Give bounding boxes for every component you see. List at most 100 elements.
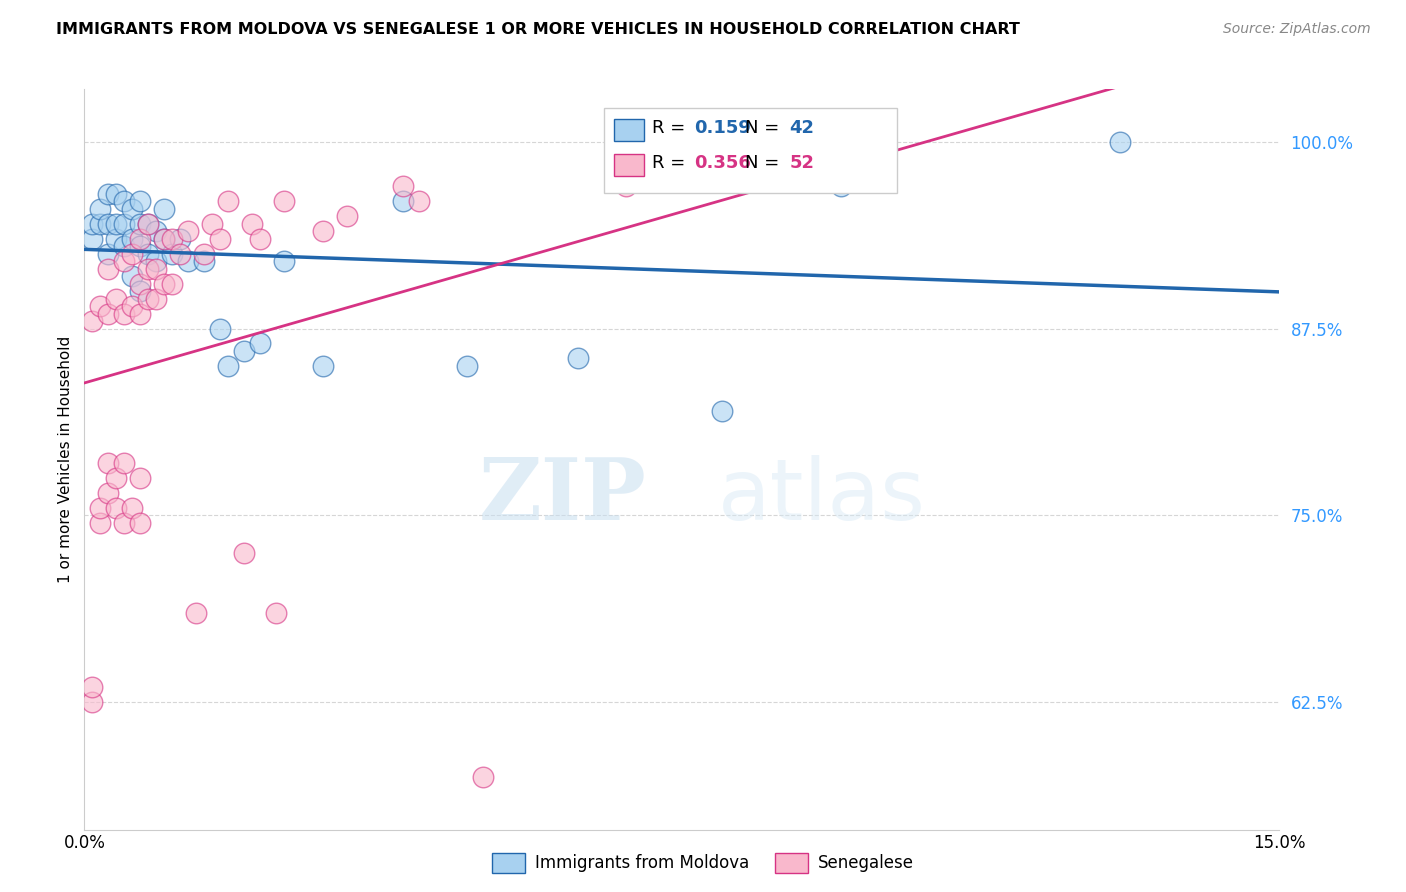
Point — [121, 232, 143, 246]
Point — [112, 254, 135, 268]
Point — [392, 194, 415, 209]
Point — [177, 254, 200, 268]
Text: atlas: atlas — [718, 455, 925, 538]
Point — [97, 456, 120, 470]
Point — [89, 500, 111, 515]
Point — [82, 681, 104, 695]
Text: 42: 42 — [790, 120, 814, 137]
Text: R =: R = — [652, 120, 690, 137]
Point — [112, 217, 135, 231]
Point — [112, 194, 135, 209]
Point — [82, 314, 104, 328]
Point — [89, 217, 111, 231]
Text: 0.356: 0.356 — [695, 154, 751, 172]
Point — [129, 217, 152, 231]
Point — [160, 232, 183, 246]
Point — [97, 486, 120, 500]
Point — [217, 194, 239, 209]
Point — [112, 516, 135, 530]
Point — [82, 217, 104, 231]
Point — [129, 471, 152, 485]
Text: IMMIGRANTS FROM MOLDOVA VS SENEGALESE 1 OR MORE VEHICLES IN HOUSEHOLD CORRELATIO: IMMIGRANTS FROM MOLDOVA VS SENEGALESE 1 … — [56, 22, 1021, 37]
Point — [153, 202, 176, 216]
Text: N =: N = — [745, 154, 785, 172]
Point — [208, 232, 231, 246]
Point — [153, 232, 176, 246]
Point — [97, 246, 120, 260]
Point — [408, 194, 430, 209]
Point — [121, 500, 143, 515]
Point — [145, 261, 167, 276]
Point — [129, 284, 152, 298]
Point — [273, 254, 295, 268]
Text: 52: 52 — [790, 154, 814, 172]
Text: N =: N = — [745, 120, 785, 137]
Point — [97, 217, 120, 231]
Point — [273, 194, 295, 209]
Point — [89, 299, 111, 313]
Point — [105, 471, 128, 485]
Text: R =: R = — [652, 154, 690, 172]
Point — [217, 359, 239, 373]
Point — [193, 254, 215, 268]
Point — [121, 202, 143, 216]
Point — [567, 351, 589, 366]
Point — [145, 254, 167, 268]
Point — [145, 224, 167, 238]
FancyBboxPatch shape — [614, 153, 644, 176]
Y-axis label: 1 or more Vehicles in Household: 1 or more Vehicles in Household — [58, 335, 73, 583]
Point — [97, 307, 120, 321]
Point — [160, 277, 183, 291]
Point — [105, 500, 128, 515]
Point — [129, 277, 152, 291]
Point — [160, 246, 183, 260]
Point — [153, 277, 176, 291]
Point — [830, 179, 852, 194]
Point — [129, 232, 152, 246]
Point — [1109, 135, 1132, 149]
Point — [136, 261, 159, 276]
FancyBboxPatch shape — [605, 108, 897, 193]
Point — [121, 269, 143, 284]
Point — [82, 695, 104, 709]
Point — [82, 232, 104, 246]
Point — [614, 179, 637, 194]
Point — [105, 292, 128, 306]
Point — [208, 321, 231, 335]
Point — [121, 246, 143, 260]
Point — [153, 232, 176, 246]
Point — [97, 261, 120, 276]
Point — [112, 456, 135, 470]
Point — [169, 246, 191, 260]
Text: Source: ZipAtlas.com: Source: ZipAtlas.com — [1223, 22, 1371, 37]
Point — [129, 307, 152, 321]
Text: ZIP: ZIP — [478, 454, 647, 539]
Point — [249, 336, 271, 351]
Point — [136, 217, 159, 231]
Point — [97, 186, 120, 201]
Point — [193, 246, 215, 260]
Point — [112, 239, 135, 253]
Point — [336, 210, 359, 224]
Point — [112, 307, 135, 321]
Point — [105, 232, 128, 246]
Point — [201, 217, 224, 231]
Point — [232, 546, 254, 560]
Point — [136, 217, 159, 231]
Point — [136, 246, 159, 260]
Point — [129, 239, 152, 253]
Point — [169, 232, 191, 246]
Point — [264, 606, 287, 620]
Point — [177, 224, 200, 238]
Point — [312, 359, 335, 373]
Point — [312, 224, 335, 238]
Point — [89, 202, 111, 216]
Point — [129, 194, 152, 209]
Point — [184, 606, 207, 620]
Point — [121, 299, 143, 313]
Point — [249, 232, 271, 246]
Legend: Immigrants from Moldova, Senegalese: Immigrants from Moldova, Senegalese — [485, 847, 921, 880]
Point — [105, 186, 128, 201]
Point — [710, 404, 733, 418]
Point — [232, 343, 254, 358]
